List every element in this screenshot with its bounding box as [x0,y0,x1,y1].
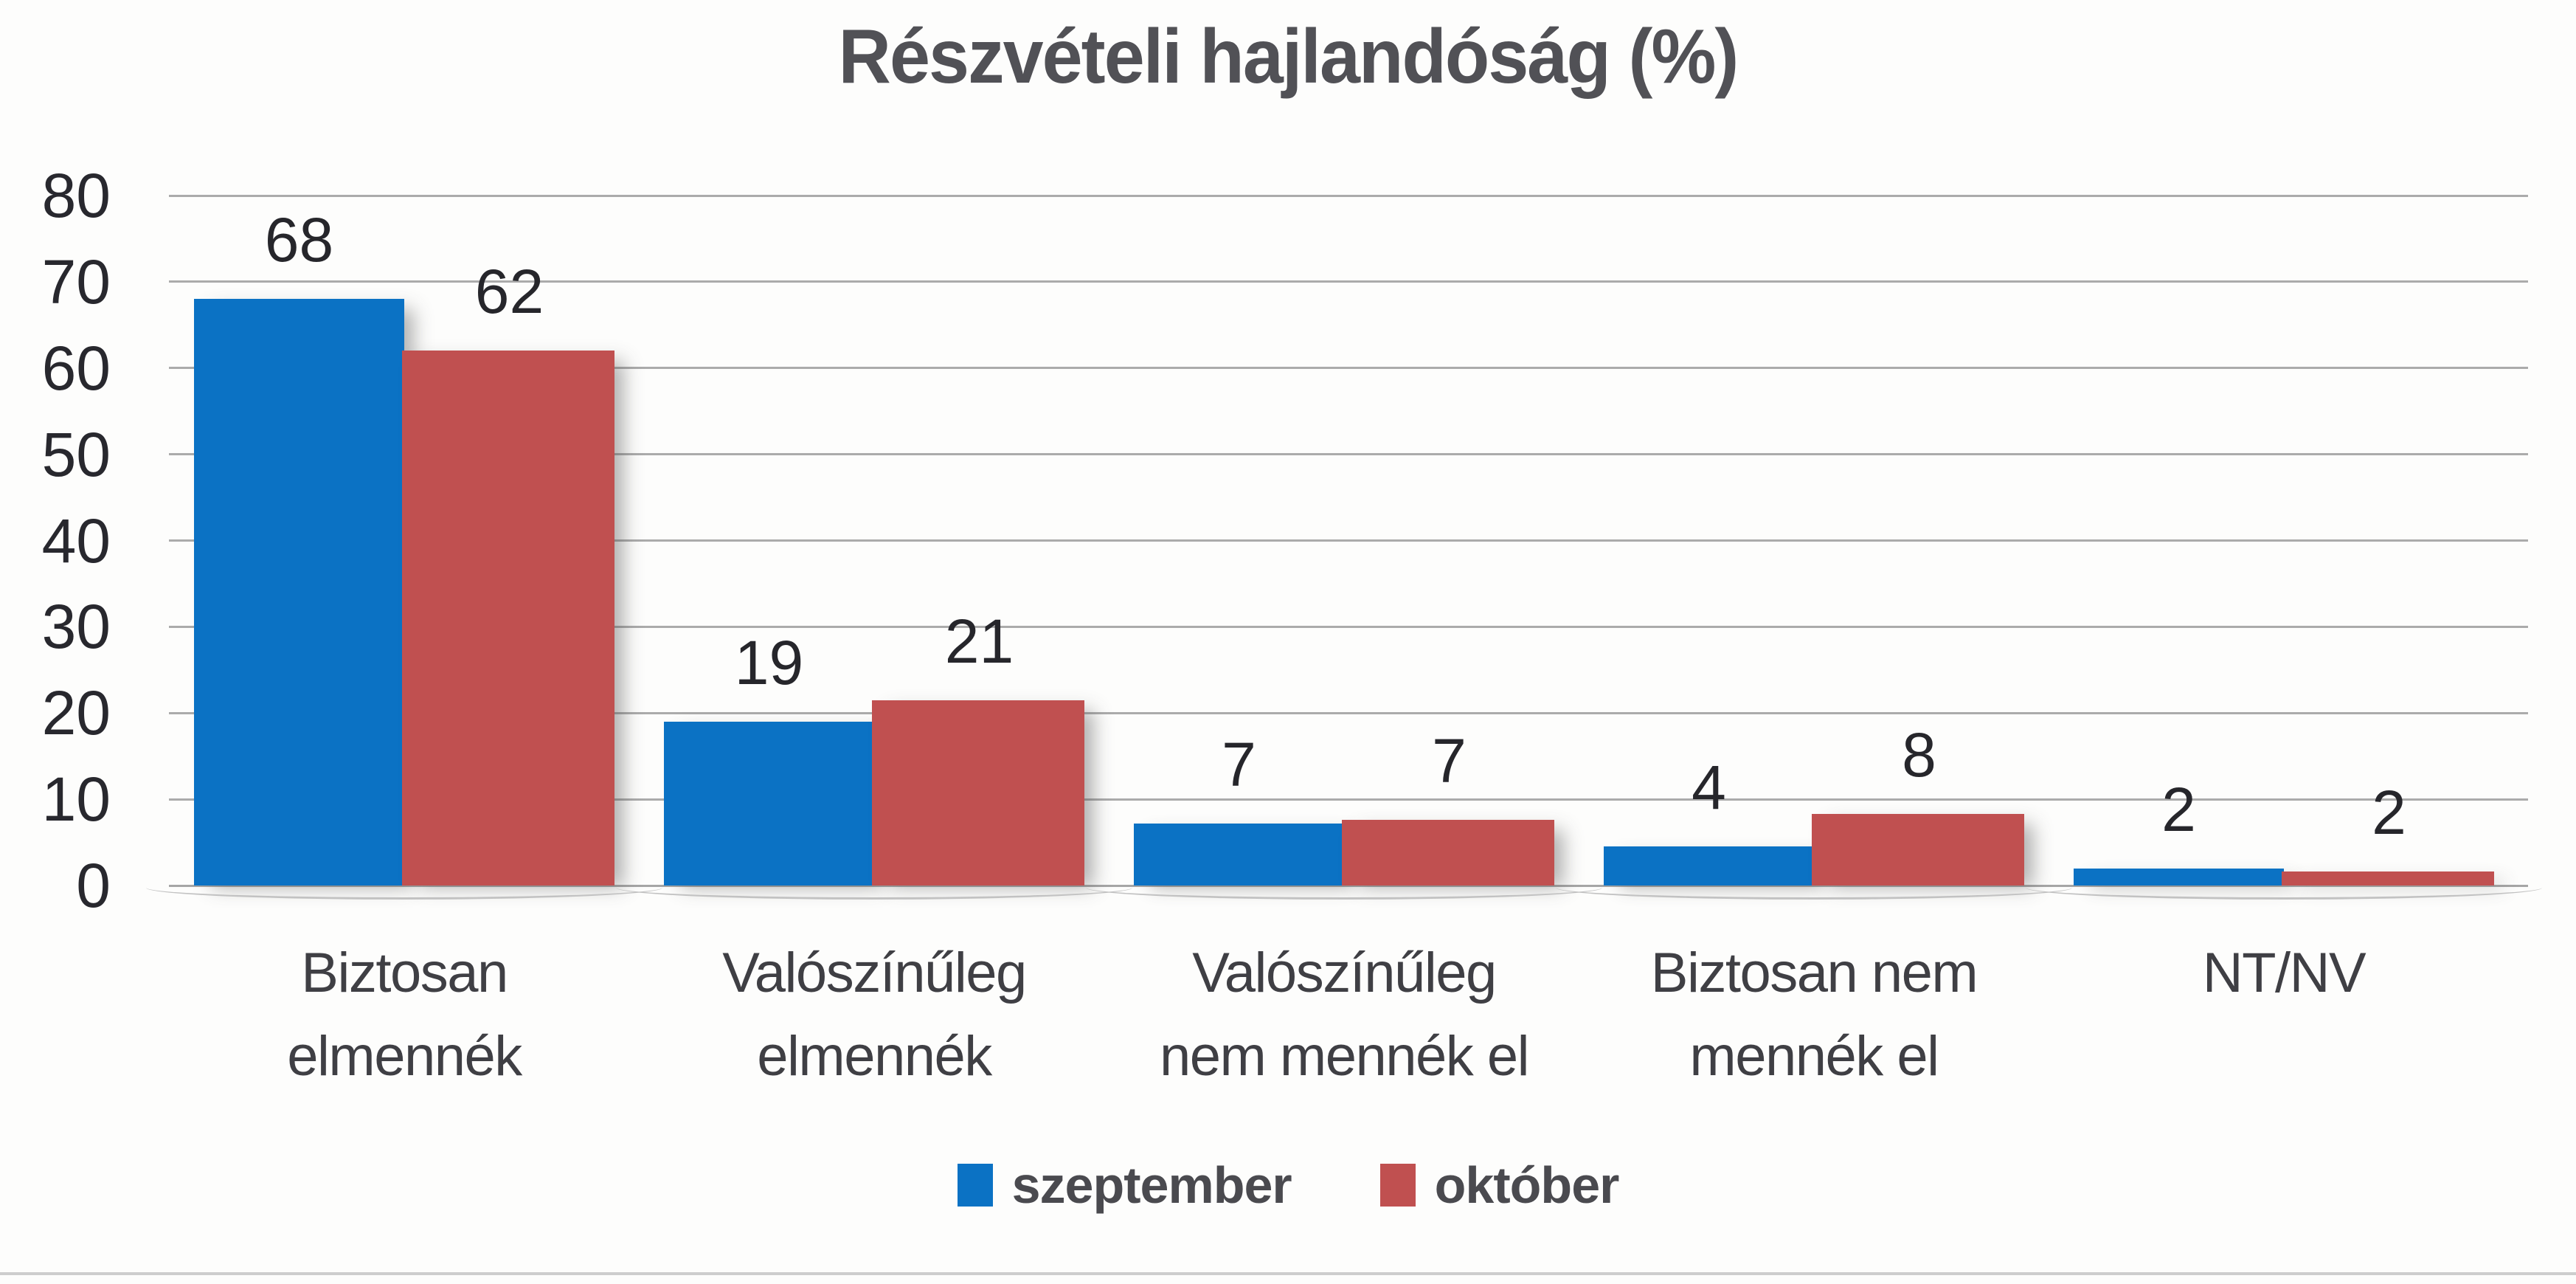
bar-value-label: 8 [1902,719,1936,790]
bar [1134,823,1344,886]
category-label-line: nem mennék el [1159,1025,1530,1088]
category-label: Biztosan nem mennék el [1571,931,2057,1098]
category-label-line: Biztosan nem [1650,942,1978,1004]
bar-shadow-arc [1086,886,1602,900]
bar-shadow-arc [1556,886,2072,900]
category-label-line: elmennék [287,1025,522,1088]
y-tick-label: 50 [41,419,111,489]
gridline [169,453,2528,456]
gridline [169,367,2528,370]
bar [194,299,404,886]
legend-marker [957,1164,993,1207]
category-label-line: elmennék [757,1025,992,1088]
bar [664,721,874,886]
y-tick-label: 30 [41,592,111,662]
y-tick-label: 10 [41,764,111,835]
bar-value-label: 62 [474,257,544,327]
y-tick-label: 0 [76,851,111,920]
bar-value-label: 19 [734,627,804,697]
category-label-line: Biztosan [301,942,508,1004]
y-tick-label: 80 [41,161,111,230]
bar [2074,868,2284,886]
bar-value-label: 21 [944,606,1014,676]
category-label-line: Valószínűleg [722,942,1027,1004]
y-tick-label: 20 [41,678,111,748]
y-tick-label: 40 [41,505,111,576]
bar-shadow-arc [2026,886,2542,900]
gridline [169,539,2528,542]
bar-shadow-arc [146,886,662,900]
category-label: Valószínűleg nem mennék el [1101,931,1588,1098]
category-label: Biztosan elmennék [161,931,648,1098]
gridline [169,280,2528,283]
category-label-line: Valószínűleg [1192,942,1497,1004]
bar-value-label: 2 [2372,778,2406,848]
bar [402,351,614,886]
gridline [169,625,2528,628]
chart-title: Részvételi hajlandóság (%) [838,14,1739,100]
bottom-separator [0,1272,2576,1275]
bar-value-label: 7 [1432,726,1467,796]
legend-label: október [1434,1156,1620,1214]
legend-item-szeptember: szeptember [957,1156,1292,1215]
bar-value-label: 2 [2161,774,2196,844]
bar [2282,871,2494,886]
bar [1342,820,1554,886]
gridline [169,194,2528,197]
category-label: NT/NV [2040,931,2527,1015]
gridline [169,711,2528,714]
y-tick-label: 60 [41,333,111,403]
category-label-line: NT/NV [2202,942,2366,1004]
bar-shadow-arc [616,886,1132,900]
y-tick-label: 70 [41,246,111,317]
legend: szeptember október [0,1156,2576,1215]
bar [872,700,1084,886]
bar [1812,813,2024,886]
legend-marker [1379,1164,1416,1207]
bar-value-label: 68 [264,205,334,275]
bar-value-label: 7 [1222,729,1256,799]
gridline [169,798,2528,801]
legend-label: szeptember [1011,1156,1292,1214]
bar-value-label: 4 [1692,753,1726,823]
legend-item-október: október [1379,1156,1620,1215]
bar [1604,846,1814,886]
category-label: Valószínűleg elmennék [631,931,1118,1098]
category-label-line: mennék el [1689,1025,1939,1088]
